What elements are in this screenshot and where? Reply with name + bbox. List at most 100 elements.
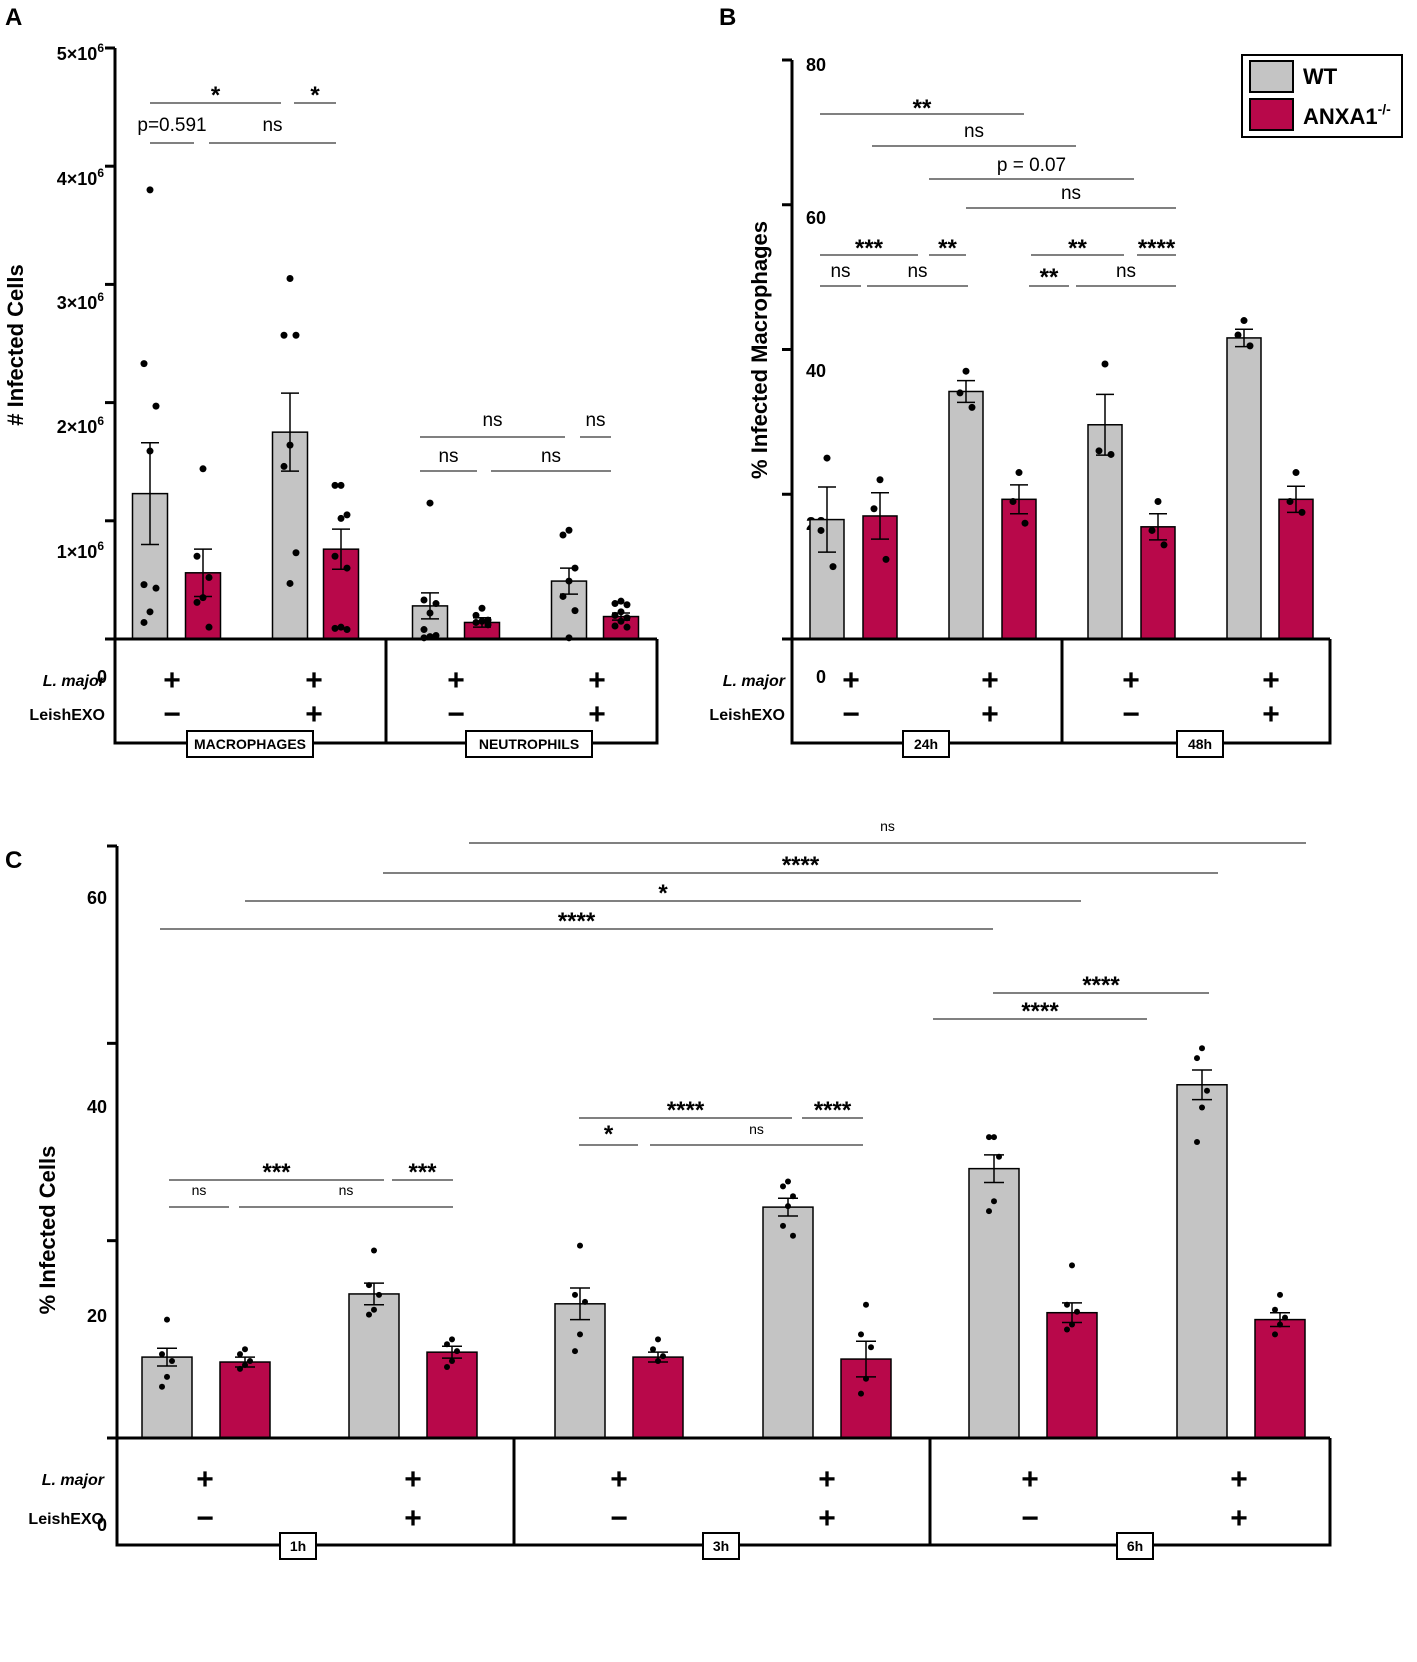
c-data-point [1272, 1306, 1278, 1313]
a-data-point [152, 584, 160, 592]
b-group-label-box [1176, 730, 1224, 758]
b-bar-anxa1-3 [1001, 498, 1037, 640]
a-data-point [292, 331, 300, 339]
a-ytick-label: 3×106 [57, 290, 105, 313]
c-data-point [164, 1316, 170, 1323]
panel-b-axes [782, 58, 794, 641]
c-ytick-label: 60 [87, 888, 107, 908]
c-comparison-label: * [658, 880, 668, 907]
b-lmajor-symbol: + [1122, 664, 1140, 697]
panel-c-conditions: L. major LeishEXO + + + + + + − + − + − +1h 3h 6h [28, 1436, 1332, 1560]
c-data-point [169, 1358, 175, 1365]
a-group-label-box [186, 730, 314, 758]
c-data-point [780, 1222, 786, 1229]
c-data-point [1194, 1055, 1200, 1062]
a-comparison-label: * [310, 82, 320, 109]
a-data-point [205, 574, 213, 582]
b-group-label: 48h [1188, 736, 1212, 752]
c-ytick-label: 40 [87, 1097, 107, 1117]
c-data-point [577, 1331, 583, 1338]
a-data-point [611, 622, 619, 630]
a-ytick-label: 4×106 [57, 166, 105, 189]
c-leishexo-symbol: + [404, 1502, 422, 1535]
a-data-point [611, 611, 619, 619]
c-condition-frame [115, 1438, 1332, 1547]
a-data-point [140, 360, 148, 368]
a-data-point [280, 331, 288, 339]
a-ytick-label: 5×106 [57, 41, 105, 64]
a-data-point [286, 441, 294, 449]
c-lmajor-symbol: + [1021, 1463, 1039, 1496]
c-data-point [1277, 1321, 1283, 1328]
b-leishexo-symbol: + [981, 698, 999, 731]
c-bar-anxa1-5 [632, 1356, 684, 1439]
c-leishexo-symbol: − [610, 1502, 628, 1535]
panel-c-bars [141, 1045, 1306, 1439]
a-data-point [343, 626, 351, 634]
a-data-point [623, 601, 631, 609]
a-data-point [193, 598, 201, 606]
c-row-label-leishexo: LeishEXO [28, 1511, 104, 1528]
a-data-point [559, 531, 567, 539]
c-data-point [1069, 1321, 1075, 1328]
c-data-point [1074, 1308, 1080, 1315]
a-data-point [571, 607, 579, 615]
c-data-point [237, 1365, 243, 1372]
legend-label-anxa1: ANXA1-/- [1303, 101, 1391, 129]
panel-a-letter: A [5, 4, 22, 31]
a-data-point [343, 564, 351, 572]
b-data-point [1286, 497, 1294, 505]
c-lmajor-symbol: + [818, 1463, 836, 1496]
a-data-point [286, 579, 294, 587]
b-data-point [876, 476, 884, 484]
a-data-point [478, 617, 486, 625]
a-lmajor-symbol: + [588, 664, 606, 697]
c-data-point [991, 1134, 997, 1141]
c-bar-anxa1-1 [219, 1361, 271, 1439]
b-bar-anxa1-5 [1140, 526, 1176, 640]
a-data-point [331, 481, 339, 489]
b-group-label: 24h [914, 736, 938, 752]
c-data-point [1204, 1087, 1210, 1094]
b-comparison-label: ** [1068, 235, 1087, 262]
a-data-point [420, 626, 428, 634]
b-data-point [823, 454, 831, 462]
panel-c-letter: C [5, 847, 22, 874]
c-data-point [1199, 1045, 1205, 1052]
c-data-point [242, 1346, 248, 1353]
panel-a-bars [131, 186, 640, 642]
b-group-label-box [902, 730, 950, 758]
c-bar-wt-2 [348, 1293, 400, 1439]
c-lmajor-symbol: + [196, 1463, 214, 1496]
c-data-point [1069, 1262, 1075, 1269]
c-data-point [986, 1134, 992, 1141]
c-comparison-label: **** [1021, 998, 1059, 1025]
c-data-point [449, 1358, 455, 1365]
panel-a-axes [105, 46, 117, 641]
c-data-point [785, 1203, 791, 1210]
c-comparison-label: ns [192, 1182, 207, 1198]
b-comparison-label: ** [1040, 264, 1059, 291]
c-data-point [858, 1331, 864, 1338]
c-bar-wt-4 [554, 1303, 606, 1439]
b-data-point [882, 555, 890, 563]
c-bar-anxa1-3 [426, 1351, 478, 1439]
c-data-point [572, 1348, 578, 1355]
c-comparison-label: ns [749, 1121, 764, 1137]
a-data-point [286, 274, 294, 282]
c-ytick-label: 0 [97, 1515, 107, 1535]
b-leishexo-symbol: − [1122, 698, 1140, 731]
c-data-point [242, 1361, 248, 1368]
c-data-point [785, 1178, 791, 1185]
a-data-point [420, 596, 428, 604]
panel-c-axes [107, 844, 119, 1440]
b-data-point [968, 403, 976, 411]
c-comparison-label: **** [814, 1097, 852, 1124]
c-data-point [237, 1351, 243, 1358]
b-data-point [870, 505, 878, 513]
a-data-point [193, 552, 201, 560]
a-data-point [571, 564, 579, 572]
